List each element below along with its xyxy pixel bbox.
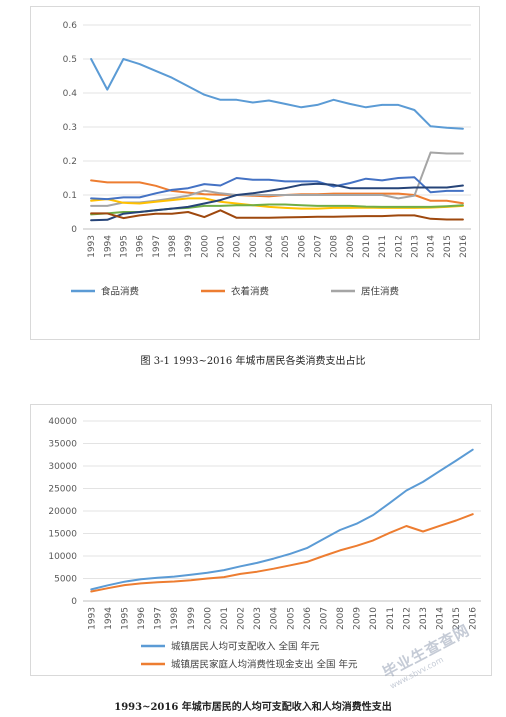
chart-1-series — [90, 58, 464, 222]
y-tick-label: 0 — [71, 225, 77, 235]
x-tick-label: 1995 — [119, 235, 129, 258]
series-line — [90, 176, 464, 201]
x-tick-label: 2012 — [394, 235, 404, 258]
x-tick-label: 2005 — [286, 607, 296, 630]
x-tick-label: 2009 — [353, 607, 363, 630]
series-line — [90, 182, 464, 222]
y-tick-label: 5000 — [54, 575, 77, 585]
x-tick-label: 2003 — [249, 235, 259, 258]
x-tick-label: 2014 — [436, 607, 446, 630]
chart-2-svg: 0 5000 10000 15000 20000 25000 30000 35000 40000… — [48, 417, 481, 671]
x-tick-label: 2003 — [253, 607, 263, 630]
chart-2-y-axis: 0 5000 10000 15000 20000 25000 30000 35000 40000 — [48, 417, 77, 607]
x-tick-label: 1997 — [154, 607, 164, 630]
chart-1-y-axis: 0 0.1 0.2 0.3 0.4 0.5 0.6 — [63, 21, 78, 235]
y-tick-label: 0 — [71, 597, 77, 607]
x-tick-label: 2007 — [313, 235, 323, 258]
x-tick-label: 1996 — [137, 607, 147, 630]
x-tick-label: 2000 — [203, 607, 213, 630]
y-tick-label: 0.5 — [63, 55, 77, 65]
legend-label: 衣着消费 — [231, 286, 269, 298]
x-tick-label: 2008 — [336, 607, 346, 630]
legend-label: 食品消费 — [101, 286, 139, 298]
x-tick-label: 2015 — [443, 235, 453, 258]
legend-label: 城镇居民家庭人均消费性现金支出 全国 年元 — [171, 659, 358, 671]
y-tick-label: 0.1 — [63, 191, 77, 201]
x-tick-label: 2006 — [297, 235, 307, 258]
x-tick-label: 2010 — [362, 235, 372, 258]
x-tick-label: 1993 — [87, 235, 97, 258]
y-tick-label: 40000 — [48, 417, 77, 427]
y-tick-label: 10000 — [48, 552, 77, 562]
chart-1-caption: 图 3-1 1993~2016 年城市居民各类消费支出占比 — [140, 356, 366, 367]
y-tick-label: 0.3 — [63, 123, 77, 133]
x-tick-label: 1994 — [104, 607, 114, 630]
x-tick-label: 2011 — [378, 235, 388, 258]
x-tick-label: 2004 — [270, 607, 280, 630]
x-tick-label: 2012 — [402, 607, 412, 630]
x-tick-label: 2011 — [386, 607, 396, 630]
y-tick-label: 35000 — [48, 440, 77, 450]
y-tick-label: 20000 — [48, 507, 77, 517]
x-tick-label: 2014 — [427, 235, 437, 258]
x-tick-label: 1999 — [184, 235, 194, 258]
chart-2-x-axis: 1993 1994 1995 1996 1997 1998 1999 2000 2001 2002… — [87, 607, 478, 630]
y-tick-label: 0.6 — [63, 21, 78, 31]
chart-1-x-axis: 1993 1994 1995 1996 1997 1998 1999 2000 2001 2002… — [87, 235, 469, 258]
x-tick-label: 2016 — [469, 607, 479, 630]
legend-label: 城镇居民人均可支配收入 全国 年元 — [171, 641, 320, 653]
x-tick-label: 1993 — [87, 607, 97, 630]
x-tick-label: 2005 — [281, 235, 291, 258]
x-tick-label: 1997 — [152, 235, 162, 258]
x-tick-label: 2010 — [369, 607, 379, 630]
chart-1-legend: 食品消费 衣着消费 居住消费 — [71, 286, 399, 298]
x-tick-label: 1998 — [168, 235, 178, 258]
x-tick-label: 2013 — [410, 235, 420, 258]
x-tick-label: 2013 — [419, 607, 429, 630]
chart-2-series — [90, 448, 474, 593]
x-tick-label: 2016 — [459, 235, 469, 258]
chart-2-caption: 1993~2016 年城市居民的人均可支配收入和人均消费性支出 — [114, 702, 392, 713]
x-tick-label: 2007 — [319, 607, 329, 630]
x-tick-label: 1994 — [103, 235, 113, 258]
y-tick-label: 25000 — [48, 485, 77, 495]
series-line — [90, 58, 464, 130]
x-tick-label: 1999 — [187, 607, 197, 630]
x-tick-label: 2002 — [233, 235, 243, 258]
x-tick-label: 1996 — [136, 235, 146, 258]
x-tick-label: 2002 — [237, 607, 247, 630]
x-tick-label: 2009 — [346, 235, 356, 258]
legend-label: 居住消费 — [361, 286, 399, 298]
series-line — [90, 203, 464, 216]
x-tick-label: 2001 — [216, 235, 226, 258]
series-line — [90, 179, 464, 205]
x-tick-label: 2015 — [452, 607, 462, 630]
chart-2-gridlines — [83, 420, 481, 579]
series-line — [90, 513, 474, 593]
series-line — [90, 448, 474, 591]
x-tick-label: 2000 — [200, 235, 210, 258]
chart-1-frame: 0 0.1 0.2 0.3 0.4 0.5 0.6 1993 1994 1995 1996 1997 1… — [30, 6, 480, 340]
series-line — [90, 209, 464, 221]
y-tick-label: 0.4 — [63, 89, 78, 99]
y-tick-label: 30000 — [48, 462, 77, 472]
y-tick-label: 15000 — [48, 530, 77, 540]
chart-2-frame: 0 5000 10000 15000 20000 25000 30000 35000 40000… — [30, 404, 492, 676]
x-tick-label: 2006 — [303, 607, 313, 630]
x-tick-label: 2001 — [220, 607, 230, 630]
y-tick-label: 0.2 — [63, 157, 77, 167]
x-tick-label: 2004 — [265, 235, 275, 258]
x-tick-label: 2008 — [330, 235, 340, 258]
x-tick-label: 1998 — [170, 607, 180, 630]
x-tick-label: 1995 — [120, 607, 130, 630]
